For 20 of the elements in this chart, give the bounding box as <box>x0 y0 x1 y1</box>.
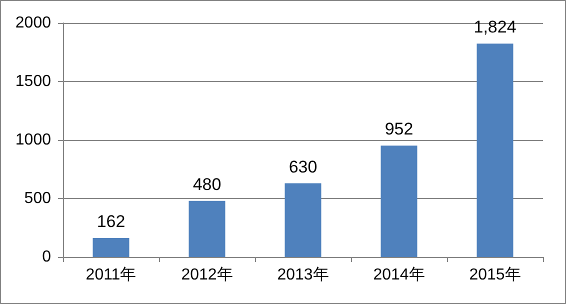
x-tick-label: 2011年 <box>86 266 136 284</box>
y-tick-label: 0 <box>42 248 52 266</box>
y-tick-label: 1000 <box>15 132 52 148</box>
y-tick-label: 2000 <box>15 14 52 32</box>
data-label: 952 <box>384 120 414 139</box>
data-label: 630 <box>288 157 318 176</box>
data-label: 480 <box>192 174 222 194</box>
x-tick-label: 2015年 <box>469 266 521 284</box>
bar <box>188 200 226 257</box>
y-tick-label: 500 <box>24 190 52 207</box>
bar <box>380 146 418 257</box>
x-tick-label: 2013年 <box>277 266 329 284</box>
bar <box>284 183 322 257</box>
x-tick-label: 2014年 <box>373 266 425 284</box>
bar <box>92 238 130 257</box>
data-label: 1,824 <box>474 18 516 37</box>
bar <box>476 44 514 257</box>
y-tick-label: 1500 <box>15 73 52 90</box>
x-tick-label: 2012年 <box>181 266 233 284</box>
data-label: 162 <box>96 212 126 232</box>
